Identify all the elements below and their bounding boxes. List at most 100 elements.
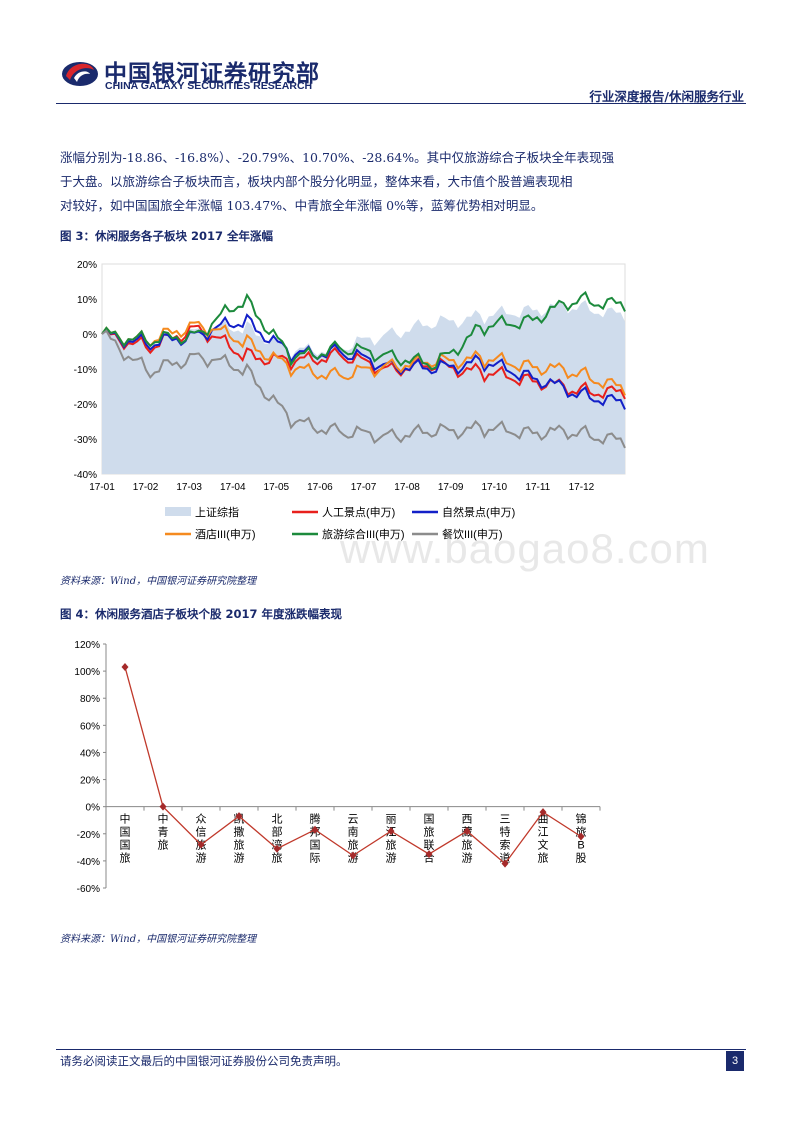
x-tick-label-char: 曲 xyxy=(538,813,549,826)
y-tick-label: 20% xyxy=(77,260,97,271)
figure-3-chart: 20% 10% 0% -10% -20% -30% -40%17-01 17-02 17-03 1… xyxy=(74,260,626,541)
x-tick-label-char: 信 xyxy=(196,826,207,839)
series-line-1 xyxy=(101,324,626,400)
paragraph-line: 涨幅分别为-18.86、-16.8%）、-20.79%、10.70%、-28.6… xyxy=(60,150,615,165)
x-tick-label-char: 旅 xyxy=(158,838,169,852)
x-tick-label: 17-04 xyxy=(220,482,246,493)
legend-label: 人工景点(申万) xyxy=(322,506,395,519)
data-point xyxy=(387,827,395,836)
x-tick-label-char: 西 xyxy=(462,814,473,826)
x-tick-label-char: 腾 xyxy=(310,812,321,826)
x-tick-label-char: 旅 xyxy=(120,851,131,865)
x-tick-label-char: 际 xyxy=(310,852,321,865)
data-point xyxy=(311,825,319,834)
x-tick-label-char: 旅 xyxy=(576,825,587,839)
series-line-3 xyxy=(101,320,626,396)
figure-4-title: 图 4：休闲服务酒店子板块个股 2017 年度涨跌幅表现 xyxy=(60,607,343,621)
x-tick-label-char: 旅 xyxy=(272,851,283,865)
report-type: 行业深度报告/休闲服务行业 xyxy=(589,89,744,104)
legend-label: 酒店III(申万) xyxy=(195,527,256,541)
header-divider xyxy=(56,103,746,104)
y-tick-label: -30% xyxy=(74,435,97,446)
x-tick-label-char: 旅 xyxy=(538,851,549,865)
figure-3-source: 资料来源：Wind，中国银河证券研究院整理 xyxy=(60,576,257,587)
paragraph-line: 于大盘。以旅游综合子板块而言，板块内部个股分化明显，整体来看，大市值个股普遍表现… xyxy=(60,174,573,189)
x-tick-label-char: 众 xyxy=(196,813,207,826)
data-point xyxy=(501,859,509,868)
x-tick-label-char: 国 xyxy=(120,839,131,852)
brand-name-en: CHINA GALAXY SECURITIES RESEARCH xyxy=(105,80,313,92)
legend-label: 餐饮III(申万) xyxy=(442,527,503,541)
x-tick-label-char: 中 xyxy=(120,813,131,826)
legend-swatch xyxy=(165,507,191,516)
x-tick-label-char: 南 xyxy=(348,826,359,839)
x-tick-label-char: 联 xyxy=(424,839,435,852)
x-tick-label-char: B xyxy=(577,840,584,852)
data-point xyxy=(121,663,129,672)
x-tick-label-char: 游 xyxy=(234,852,245,865)
x-tick-label-char: 湾 xyxy=(272,838,283,852)
y-tick-label: 0% xyxy=(86,803,101,814)
x-tick-label-char: 道 xyxy=(500,851,511,865)
x-tick-label-char: 股 xyxy=(576,852,587,865)
x-tick-label: 17-12 xyxy=(569,482,595,493)
figure-4-chart: 120%100%80%60%40%20%0%-20%-40%-60%中国国旅中青… xyxy=(74,640,601,895)
y-tick-label: 60% xyxy=(80,721,100,732)
x-tick-label: 17-06 xyxy=(307,482,333,493)
y-tick-label: 80% xyxy=(80,694,100,705)
figure-3-title: 图 3：休闲服务各子板块 2017 全年涨幅 xyxy=(60,229,274,243)
x-tick-label-char: 三 xyxy=(500,814,511,826)
y-tick-label: 0% xyxy=(83,330,98,341)
data-point xyxy=(463,827,471,836)
x-tick-label: 17-02 xyxy=(133,482,159,493)
x-tick-label-char: 旅 xyxy=(386,838,397,852)
x-tick-label-char: 中 xyxy=(158,813,169,826)
x-tick-label-char: 游 xyxy=(462,852,473,865)
series-line-5 xyxy=(101,329,626,449)
footer-divider xyxy=(56,1049,746,1050)
y-tick-label: 40% xyxy=(80,748,100,759)
x-tick-label: 17-11 xyxy=(525,482,550,493)
x-tick-label-char: 北 xyxy=(272,813,283,826)
x-tick-label-char: 丽 xyxy=(386,814,397,826)
y-tick-label: -20% xyxy=(77,830,100,841)
data-point xyxy=(349,851,357,860)
x-tick-label: 17-07 xyxy=(351,482,377,493)
y-tick-label: -60% xyxy=(77,884,100,895)
x-tick-label-char: 旅 xyxy=(348,838,359,852)
data-point xyxy=(197,840,205,849)
y-tick-label: -20% xyxy=(74,400,97,411)
x-tick-label-char: 云 xyxy=(348,814,359,826)
series-area-shanghai xyxy=(102,300,625,474)
series-line-4 xyxy=(101,290,626,371)
legend-label: 旅游综合III(申万) xyxy=(322,527,405,541)
x-tick-label-char: 国 xyxy=(310,839,321,852)
legend-label: 自然景点(申万) xyxy=(442,505,515,519)
x-tick-label-char: 特 xyxy=(500,825,511,839)
brand-name-cn: 中国银河证券研究部 xyxy=(104,61,320,87)
y-tick-label: -40% xyxy=(77,857,100,868)
x-tick-label-char: 青 xyxy=(158,826,169,839)
x-tick-label: 17-08 xyxy=(394,482,420,493)
legend-label: 上证综指 xyxy=(195,505,239,519)
data-point xyxy=(159,802,167,811)
data-point xyxy=(425,850,433,859)
x-tick-label: 17-09 xyxy=(438,482,464,493)
y-tick-label: -10% xyxy=(74,365,97,376)
figure-4-source: 资料来源：Wind，中国银河证券研究院整理 xyxy=(60,934,257,945)
x-tick-label-char: 锦 xyxy=(576,812,587,826)
footer-disclaimer: 请务必阅读正文最后的中国银河证券股份公司免责声明。 xyxy=(60,1054,348,1068)
x-tick-label: 17-03 xyxy=(176,482,202,493)
data-point xyxy=(273,844,281,853)
x-tick-label-char: 撒 xyxy=(234,825,245,839)
x-tick-label: 17-01 xyxy=(89,482,115,493)
y-tick-label: -40% xyxy=(74,470,97,481)
page-number: 3 xyxy=(726,1051,744,1071)
x-tick-label-char: 索 xyxy=(500,838,511,852)
y-tick-label: 20% xyxy=(80,776,100,787)
data-point xyxy=(539,808,547,817)
y-tick-label: 120% xyxy=(74,640,100,651)
galaxy-logo-icon xyxy=(62,62,98,86)
x-tick-label-char: 江 xyxy=(538,826,549,839)
x-tick-label: 17-10 xyxy=(481,482,507,493)
